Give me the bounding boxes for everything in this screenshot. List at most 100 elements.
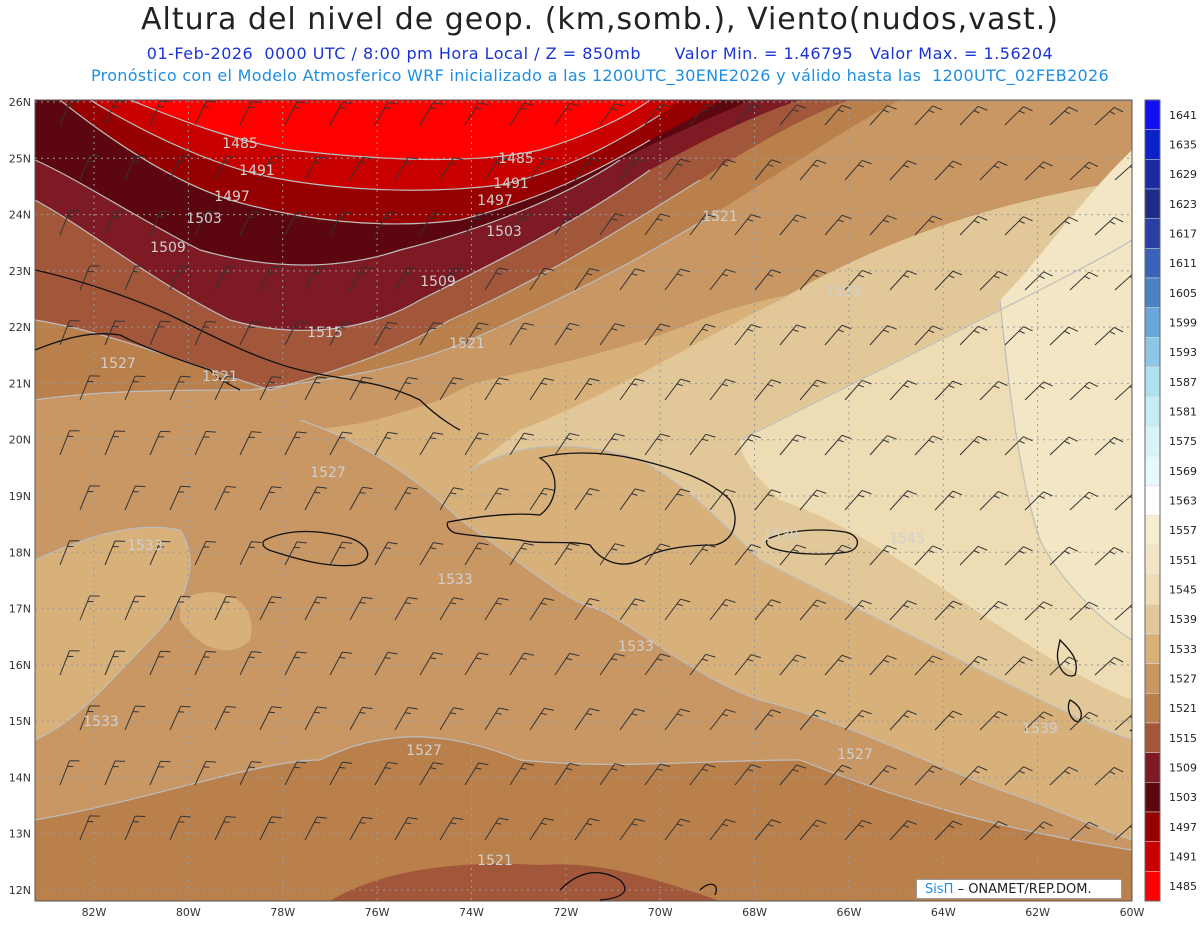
wind-barb: [869, 655, 897, 676]
wind-barb: [934, 270, 963, 291]
wind-barb: [779, 434, 807, 456]
wind-barb: [754, 159, 781, 181]
wind-barb: [239, 101, 262, 126]
wind-barb: [169, 595, 191, 621]
wind-barb: [124, 485, 146, 511]
wind-barb: [194, 210, 216, 236]
colorbar-label: 1485: [1169, 880, 1197, 893]
wind-barb: [374, 101, 398, 126]
wind-barb: [259, 706, 282, 731]
wind-barb: [799, 489, 827, 511]
wind-barb: [529, 817, 555, 841]
contour-label: 1533: [83, 714, 119, 730]
wind-barb: [1094, 546, 1124, 566]
colorbar-swatch: [1144, 841, 1161, 872]
wind-barb: [554, 102, 580, 126]
contour-label: 1509: [150, 240, 186, 256]
lat-label: 22N: [9, 321, 31, 334]
wind-barb: [1024, 711, 1053, 731]
wind-barb: [644, 653, 671, 676]
wind-barb: [1069, 161, 1099, 181]
colorbar-swatch: [1144, 366, 1161, 397]
wind-barb: [484, 267, 509, 291]
lat-label: 23N: [9, 265, 31, 278]
wind-barb: [1004, 216, 1033, 236]
wind-barb: [664, 268, 691, 291]
wind-barb: [754, 819, 781, 841]
wind-barb: [599, 543, 625, 566]
wind-barb: [1024, 381, 1053, 401]
wind-barb: [304, 376, 328, 401]
wind-barb: [529, 267, 555, 291]
colorbar-swatch: [1144, 337, 1161, 368]
wind-barb: [574, 708, 600, 731]
wind-barb: [394, 816, 418, 841]
wind-barb: [304, 596, 328, 621]
wind-barb: [554, 762, 580, 786]
wind-barb: [374, 431, 398, 456]
wind-barb: [889, 380, 917, 401]
colorbar-swatch: [1144, 188, 1161, 219]
colorbar-swatch: [1144, 426, 1161, 457]
wind-barb: [439, 817, 464, 841]
wind-barb: [374, 211, 398, 236]
wind-barb: [59, 650, 80, 676]
wind-barb: [644, 433, 671, 456]
wind-barb: [889, 160, 917, 181]
wind-barb: [1114, 603, 1132, 621]
colorbar-label: 1503: [1169, 791, 1197, 804]
wind-barb: [599, 103, 625, 126]
wind-barb: [284, 761, 307, 786]
colorbar-label: 1491: [1169, 851, 1197, 864]
wind-barb: [1004, 326, 1033, 346]
wind-barb: [1049, 436, 1079, 456]
lat-label: 20N: [9, 434, 31, 447]
wind-barb: [509, 762, 534, 786]
wind-barb: [934, 820, 963, 841]
contour-label: 1533: [127, 538, 163, 554]
wind-barb: [484, 817, 509, 841]
wind-barb: [124, 375, 146, 401]
wind-barb: [709, 268, 736, 291]
wind-barb: [349, 266, 373, 291]
wind-barb: [664, 818, 691, 841]
wind-barb: [329, 761, 353, 786]
colorbar-swatch: [1144, 604, 1161, 635]
wind-barb: [529, 377, 555, 401]
wind-barb: [394, 486, 418, 511]
colorbar-swatch: [1144, 633, 1161, 664]
wind-barb: [79, 375, 100, 401]
wind-barb: [464, 652, 489, 676]
wind-barb: [59, 540, 80, 566]
wind-barb: [1004, 436, 1033, 456]
model-line: Pronóstico con el Modelo Atmosferico WRF…: [91, 66, 1109, 85]
contour-label: 1515: [307, 325, 343, 341]
wind-barb: [374, 541, 398, 566]
credit-box: SisΠ – ONAMET/REP.DOM.: [916, 879, 1122, 899]
wind-barb: [689, 103, 716, 126]
wind-barb: [419, 542, 444, 566]
wind-barb: [619, 268, 645, 291]
colorbar-label: 1545: [1169, 584, 1197, 597]
wind-barb: [214, 376, 237, 401]
wind-barb: [214, 596, 237, 621]
wind-barb: [844, 379, 872, 401]
colorbar-swatch: [1144, 752, 1161, 783]
colorbar-label: 1539: [1169, 613, 1197, 626]
wind-barb: [959, 215, 988, 236]
wind-barb: [104, 320, 126, 346]
wind-barb: [214, 706, 237, 731]
wind-barb: [304, 266, 328, 291]
colorbar-label: 1527: [1169, 673, 1197, 686]
lat-label: 16N: [9, 659, 31, 672]
wind-barb: [979, 710, 1008, 731]
wind-barb: [979, 160, 1008, 181]
colorbar-label: 1521: [1169, 702, 1197, 715]
wind-barb: [619, 598, 645, 621]
wind-barb: [824, 104, 852, 126]
lat-label: 19N: [9, 490, 31, 503]
wind-barb: [619, 818, 645, 841]
wind-barb: [194, 320, 216, 346]
wind-barb: [844, 819, 872, 841]
